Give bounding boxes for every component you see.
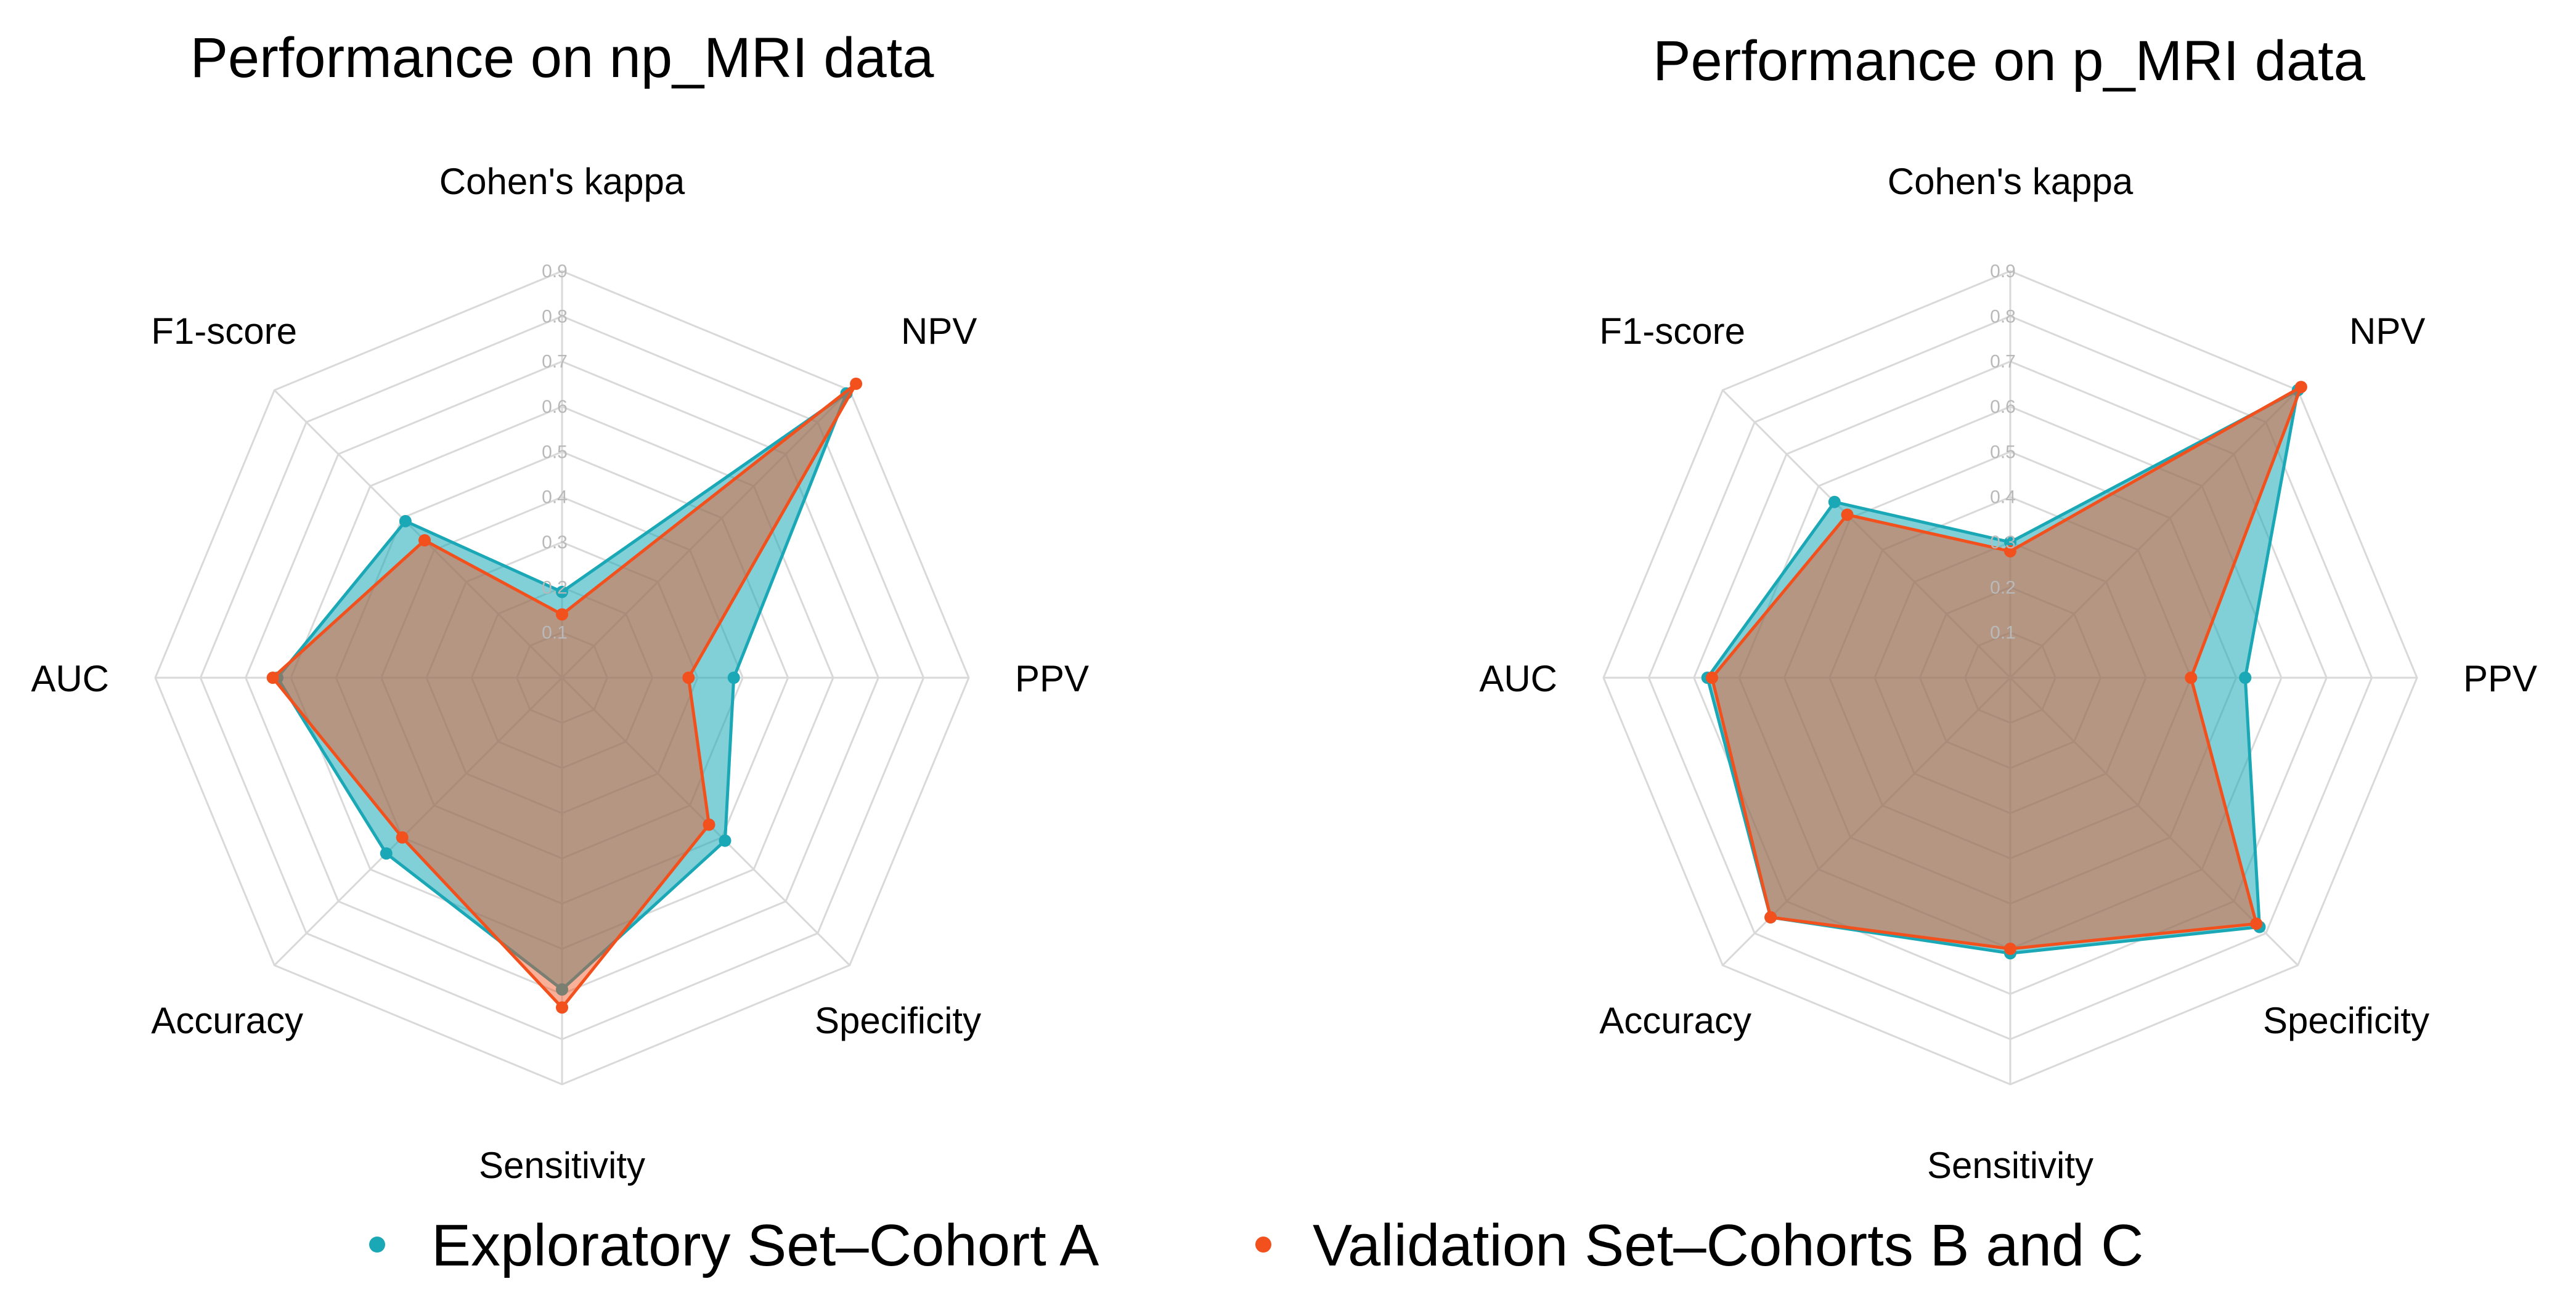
data-point-cohen-s-kappa	[556, 608, 568, 621]
legend-label: Exploratory Set–Cohort A	[431, 1213, 1099, 1278]
axis-label-ppv: PPV	[1015, 658, 1089, 699]
axis-label-specificity: Specificity	[815, 1000, 981, 1041]
axis-label-ppv: PPV	[2463, 658, 2537, 699]
data-point-auc	[266, 672, 279, 684]
axis-label-auc: AUC	[1479, 658, 1557, 699]
axis-label-f1-score: F1-score	[151, 311, 297, 352]
axis-label-f1-score: F1-score	[1599, 311, 1745, 352]
axis-label-cohen-s-kappa: Cohen's kappa	[1888, 161, 2134, 202]
axis-labels: Cohen's kappa NPV PPV Specificity Sensitivit…	[1479, 161, 2537, 1186]
data-point-accuracy	[1764, 911, 1777, 924]
tick-label: 0.9	[542, 261, 568, 282]
tick-label: 0.7	[1990, 352, 2016, 372]
tick-label: 0.4	[542, 487, 568, 508]
data-point-f1-score	[399, 514, 412, 527]
data-point-f1-score	[1841, 508, 1854, 521]
tick-labels: 0.1 0.2 0.3 0.4 0.5 0.6 0.7 0.8 0.9	[1990, 261, 2016, 643]
axis-label-accuracy: Accuracy	[1599, 1000, 1751, 1041]
data-point-sensitivity	[556, 983, 568, 996]
axis-label-npv: NPV	[2349, 311, 2425, 352]
series-validation-set-cohorts-b-and-c	[1706, 381, 2307, 955]
axis-label-npv: NPV	[901, 311, 977, 352]
data-point-specificity	[703, 818, 715, 831]
data-point-specificity	[2250, 917, 2263, 930]
data-point-cohen-s-kappa	[2004, 536, 2016, 548]
tick-label: 0.4	[1990, 487, 2016, 508]
tick-label: 0.1	[1990, 623, 2016, 643]
legend: Exploratory Set–Cohort A Validation Set–…	[369, 1213, 2143, 1278]
data-point-f1-score	[1828, 495, 1841, 508]
chart-title: Performance on p_MRI data	[1653, 30, 2366, 92]
tick-label: 0.3	[1990, 532, 2016, 553]
legend-dot-icon	[1255, 1237, 1271, 1253]
data-point-auc	[1706, 672, 1718, 684]
tick-label: 0.6	[1990, 397, 2016, 417]
series-exploratory-set-cohort-a	[1701, 384, 2304, 960]
axis-label-cohen-s-kappa: Cohen's kappa	[439, 161, 685, 202]
data-point-accuracy	[396, 831, 409, 844]
data-point-sensitivity	[556, 1001, 568, 1014]
tick-label: 0.5	[1990, 442, 2016, 462]
tick-label: 0.7	[542, 352, 568, 372]
data-point-npv	[850, 377, 863, 390]
axis-label-sensitivity: Sensitivity	[1927, 1145, 2093, 1186]
tick-label: 0.8	[542, 306, 568, 327]
data-point-ppv	[2239, 672, 2252, 684]
axis-label-accuracy: Accuracy	[151, 1000, 303, 1041]
data-point-specificity	[719, 834, 732, 847]
tick-label: 0.6	[542, 397, 568, 417]
legend-item-validation: Validation Set–Cohorts B and C	[1255, 1213, 2143, 1278]
legend-dot-icon	[369, 1237, 385, 1253]
legend-item-exploratory: Exploratory Set–Cohort A	[369, 1213, 1099, 1278]
tick-label: 0.3	[542, 532, 568, 553]
axis-labels: Cohen's kappa NPV PPV Specificity Sensitivit…	[31, 161, 1089, 1186]
data-point-ppv	[682, 672, 695, 684]
tick-label: 0.8	[1990, 306, 2016, 327]
data-point-accuracy	[380, 847, 393, 860]
data-point-ppv	[727, 672, 740, 684]
tick-label: 0.1	[542, 623, 568, 643]
series-validation-set-cohorts-b-and-c	[266, 377, 863, 1014]
data-point-sensitivity	[2004, 943, 2016, 955]
chart-title: Performance on np_MRI data	[190, 26, 935, 89]
data-point-cohen-s-kappa	[556, 585, 568, 598]
tick-labels: 0.1 0.2 0.3 0.4 0.5 0.6 0.7 0.8 0.9	[542, 261, 568, 643]
data-point-f1-score	[418, 534, 431, 546]
axis-label-specificity: Specificity	[2263, 1000, 2429, 1041]
tick-label: 0.9	[1990, 261, 2016, 282]
data-point-ppv	[2185, 672, 2198, 684]
legend-label: Validation Set–Cohorts B and C	[1313, 1213, 2143, 1278]
data-point-npv	[2294, 381, 2307, 394]
tick-label: 0.2	[542, 577, 568, 598]
data-point-cohen-s-kappa	[2004, 545, 2016, 558]
tick-label: 0.2	[1990, 577, 2016, 598]
axis-label-sensitivity: Sensitivity	[479, 1145, 645, 1186]
tick-label: 0.5	[542, 442, 568, 462]
axis-label-auc: AUC	[31, 658, 109, 699]
